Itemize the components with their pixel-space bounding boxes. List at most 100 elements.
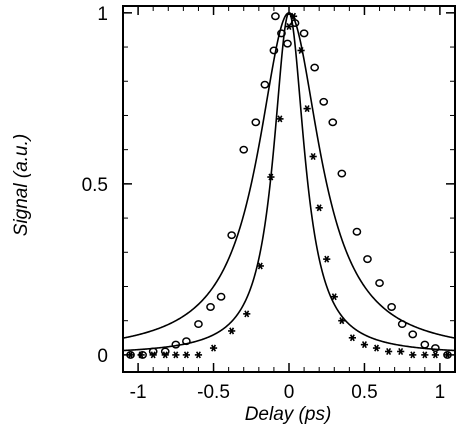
fit-curve-2: [122, 11, 456, 352]
circle-point: [171, 340, 181, 349]
asterisk-stroke: [422, 351, 428, 359]
asterisk-point: [289, 12, 298, 20]
asterisk-stroke: [432, 351, 438, 359]
circle-point: [328, 118, 338, 127]
asterisk-point: [161, 351, 169, 359]
circle-point: [375, 279, 384, 288]
asterisk-stroke: [291, 12, 297, 20]
asterisk-stroke: [316, 204, 322, 212]
circle-point: [408, 330, 418, 339]
asterisk-stroke: [298, 46, 304, 54]
tick-labels: -1 -0.5 0 0.5 1 0 0.5 1: [82, 4, 446, 403]
asterisk-point: [172, 351, 180, 359]
asterisk-point: [149, 351, 157, 359]
asterisk-point: [348, 334, 356, 342]
asterisk-point: [209, 344, 218, 352]
circle-point: [277, 29, 286, 38]
circle-point: [387, 303, 396, 311]
asterisk-stroke: [349, 334, 355, 342]
plot-axes: [122, 5, 456, 373]
asterisk-stroke: [339, 317, 345, 325]
asterisk-point: [276, 115, 284, 123]
asterisk-stroke: [331, 293, 337, 301]
asterisk-stroke: [257, 262, 263, 270]
asterisk-point: [360, 341, 369, 349]
asterisk-stroke: [229, 327, 235, 335]
asterisk-stroke: [310, 152, 316, 161]
circle-point: [251, 118, 261, 127]
x-axis-label: Delay (ps): [245, 404, 332, 425]
asterisk-point: [309, 152, 317, 161]
x-tick-label: -0.5: [197, 382, 230, 403]
y-axis-label: Signal (a.u.): [11, 134, 32, 236]
asterisk-point: [397, 347, 405, 355]
asterisk-stroke: [277, 115, 283, 123]
asterisk-point: [323, 255, 331, 263]
asterisk-point: [385, 347, 393, 355]
y-tick-label: 1: [97, 4, 108, 25]
asterisk-point: [303, 105, 311, 113]
asterisk-point: [267, 173, 275, 181]
asterisk-stroke: [374, 344, 380, 352]
asterisk-point: [194, 351, 203, 359]
circle-point: [319, 97, 329, 106]
asterisk-stroke: [268, 173, 274, 181]
asterisk-point: [315, 204, 323, 212]
asterisk-point: [243, 310, 251, 318]
asterisk-point: [182, 351, 190, 359]
circle-point: [271, 12, 280, 21]
asterisk-point: [330, 293, 338, 301]
asterisk-stroke: [150, 351, 156, 359]
x-tick-label: 0: [284, 382, 295, 403]
circle-point: [182, 337, 191, 346]
circle-point: [194, 320, 203, 329]
asterisk-point: [421, 351, 429, 359]
asterisk-point: [285, 23, 293, 31]
circle-point: [216, 292, 226, 301]
asterisk-stroke: [304, 105, 310, 113]
x-tick-label: 0.5: [351, 382, 377, 403]
asterisk-point: [431, 351, 439, 359]
asterisk-point: [297, 46, 305, 54]
x-tick-label: -1: [130, 382, 147, 403]
circle-point: [352, 227, 362, 236]
asterisk-stroke: [173, 351, 179, 359]
fit-curve-1: [122, 12, 456, 339]
plot-frame: [122, 5, 456, 373]
asterisk-point: [137, 351, 145, 359]
asterisk-stroke: [398, 347, 404, 355]
asterisk-stroke: [386, 347, 392, 355]
circle-point: [310, 63, 320, 72]
circle-point: [290, 19, 300, 28]
circle-point: [299, 29, 309, 38]
fit-curves: [122, 11, 456, 352]
y-tick-label: 0: [97, 346, 108, 367]
asterisk-stroke: [162, 351, 168, 359]
circle-point: [239, 145, 249, 154]
asterisk-stroke: [244, 310, 250, 318]
circle-point: [269, 46, 279, 55]
circle-point: [283, 39, 292, 48]
circle-point: [431, 344, 440, 353]
circle-point: [397, 320, 407, 329]
circle-point: [363, 255, 372, 264]
circle-point: [337, 169, 347, 178]
circle-point: [206, 303, 215, 311]
circle-point: [420, 340, 430, 349]
asterisk-point: [228, 327, 236, 335]
asterisk-stroke: [138, 351, 144, 359]
asterisk-stroke: [286, 23, 292, 31]
y-tick-label: 0.5: [82, 175, 108, 196]
asterisk-point: [409, 351, 417, 359]
asterisk-point: [256, 262, 264, 270]
asterisk-stroke: [410, 351, 416, 359]
asterisk-stroke: [361, 341, 367, 349]
asterisk-point: [372, 344, 381, 352]
asterisk-stroke: [324, 255, 330, 263]
asterisk-stroke: [211, 344, 217, 352]
data-points: [126, 12, 452, 359]
asterisk-stroke: [195, 351, 201, 359]
x-tick-label: 1: [435, 382, 446, 403]
asterisk-point: [338, 317, 346, 325]
